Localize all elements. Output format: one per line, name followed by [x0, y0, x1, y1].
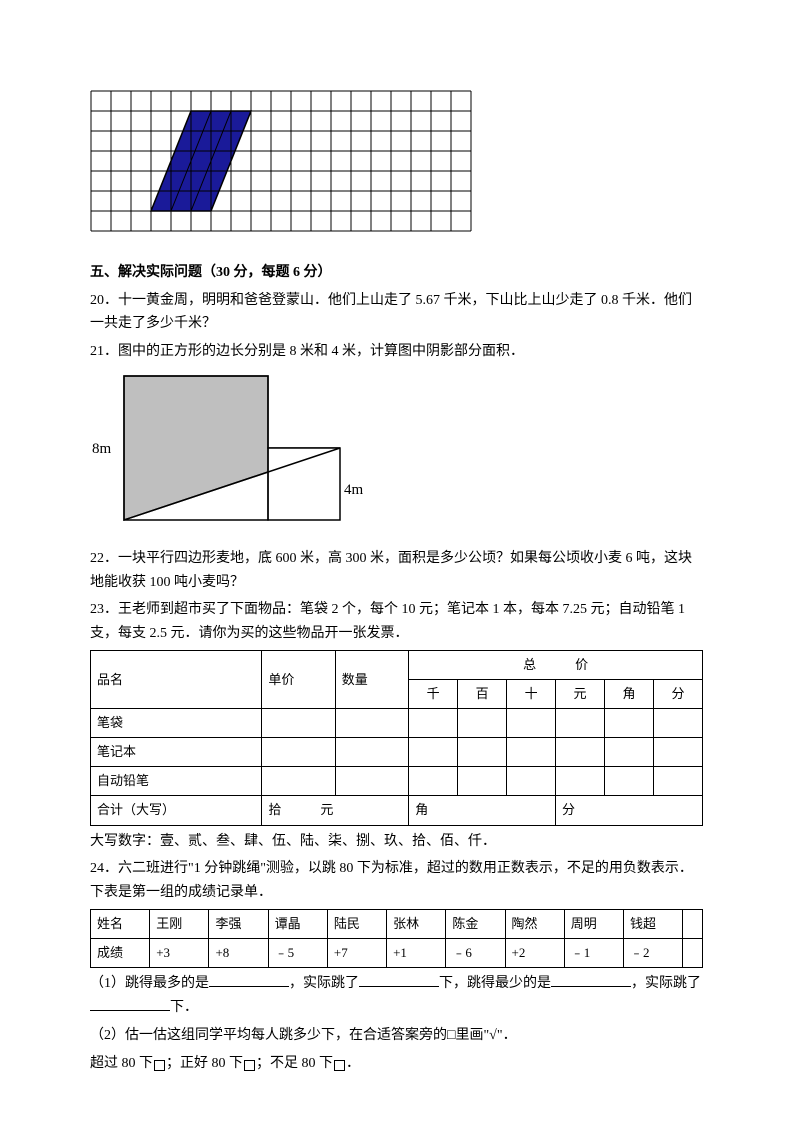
score-name-cell: 张林: [387, 909, 446, 938]
header-qty: 数量: [335, 650, 408, 708]
opt-b: ；正好 80 下: [166, 1056, 243, 1071]
svg-text:4m: 4m: [344, 482, 364, 498]
score-value-cell: +7: [327, 939, 386, 968]
header-name: 品名: [91, 650, 262, 708]
checkbox-over80[interactable]: [154, 1060, 165, 1071]
section-5-title: 五、解决实际问题（30 分，每题 6 分）: [90, 261, 703, 285]
q24-1d: ，实际跳了: [631, 976, 701, 991]
score-value-cell: +1: [387, 939, 446, 968]
invoice-table: 品名 单价 数量 总 价 千 百 十 元 角 分 笔袋 笔记本 自动铅笔 合计（…: [90, 650, 703, 826]
q24-1e: 下．: [170, 1000, 198, 1015]
checkbox-under80[interactable]: [334, 1060, 345, 1071]
table-row: 笔记本: [91, 738, 703, 767]
score-name-cell: 陈金: [446, 909, 505, 938]
score-name-cell: 陆民: [327, 909, 386, 938]
table-row: 姓名 王刚李强谭晶陆民张林陈金陶然周明钱超: [91, 909, 703, 938]
unit-qian: 千: [409, 680, 458, 709]
unit-shi: 十: [507, 680, 556, 709]
row-name: 笔袋: [91, 709, 262, 738]
score-value-cell: ﹣2: [623, 939, 682, 968]
opt-d: ．: [346, 1056, 360, 1071]
footer-shi: 拾 元: [262, 796, 409, 825]
opt-a: 超过 80 下: [90, 1056, 153, 1071]
footer-jiao: 角: [409, 796, 556, 825]
score-name-cell: 周明: [564, 909, 623, 938]
row-name: 笔记本: [91, 738, 262, 767]
problem-24-options: 超过 80 下 ；正好 80 下 ；不足 80 下 ．: [90, 1052, 703, 1076]
svg-text:8m: 8m: [92, 441, 112, 457]
score-name-cell: 谭晶: [268, 909, 327, 938]
problem-24-2: （2）估一估这组同学平均每人跳多少下，在合适答案旁的□里画"√"．: [90, 1024, 703, 1048]
opt-c: ；不足 80 下: [256, 1056, 333, 1071]
problem-20: 20．十一黄金周，明明和爸爸登蒙山．他们上山走了 5.67 千米，下山比上山少走…: [90, 289, 703, 337]
problem-24-1: （1）跳得最多的是 ，实际跳了 下，跳得最少的是 ，实际跳了下．: [90, 972, 703, 1020]
problem-24-intro: 24．六二班进行"1 分钟跳绳"测验，以跳 80 下为标准，超过的数用正数表示，…: [90, 857, 703, 905]
score-name-cell: 钱超: [623, 909, 682, 938]
table-row: 自动铅笔: [91, 767, 703, 796]
score-value-cell: +2: [505, 939, 564, 968]
parallelogram-grid-figure: [90, 90, 703, 241]
q24-1c: 下，跳得最少的是: [439, 976, 551, 991]
footer-label: 合计（大写）: [91, 796, 262, 825]
score-name-cell: 王刚: [150, 909, 209, 938]
scores-header-score: 成绩: [91, 939, 150, 968]
row-name: 自动铅笔: [91, 767, 262, 796]
blank-least-name: [551, 973, 631, 987]
score-value-cell: +8: [209, 939, 268, 968]
blank-most-count: [359, 973, 439, 987]
unit-bai: 百: [458, 680, 507, 709]
header-total: 总 价: [409, 650, 703, 679]
problem-21: 21．图中的正方形的边长分别是 8 米和 4 米，计算图中阴影部分面积．: [90, 340, 703, 364]
table-row: 合计（大写） 拾 元 角 分: [91, 796, 703, 825]
score-value-cell: ﹣1: [564, 939, 623, 968]
score-value-cell: ﹣6: [446, 939, 505, 968]
grid-svg: [90, 90, 472, 232]
digits-note: 大写数字：壹、贰、叁、肆、伍、陆、柒、捌、玖、拾、佰、仟．: [90, 830, 703, 854]
score-name-cell: 陶然: [505, 909, 564, 938]
figure-21-svg: 8m 4m: [90, 374, 380, 528]
table-row: 成绩 +3+8﹣5+7+1﹣6+2﹣1﹣2: [91, 939, 703, 968]
scores-table: 姓名 王刚李强谭晶陆民张林陈金陶然周明钱超 成绩 +3+8﹣5+7+1﹣6+2﹣…: [90, 909, 703, 968]
unit-fen: 分: [653, 680, 702, 709]
footer-fen: 分: [556, 796, 703, 825]
checkbox-eq80[interactable]: [244, 1060, 255, 1071]
table-row: 品名 单价 数量 总 价: [91, 650, 703, 679]
problem-23: 23．王老师到超市买了下面物品：笔袋 2 个，每个 10 元；笔记本 1 本，每…: [90, 598, 703, 646]
unit-jiao: 角: [605, 680, 654, 709]
figure-21-container: 8m 4m: [90, 374, 703, 537]
table-row: 笔袋: [91, 709, 703, 738]
blank-most-name: [209, 973, 289, 987]
q24-1b: ，实际跳了: [289, 976, 359, 991]
scores-header-name: 姓名: [91, 909, 150, 938]
unit-yuan: 元: [556, 680, 605, 709]
problem-22: 22．一块平行四边形麦地，底 600 米，高 300 米，面积是多少公顷？如果每…: [90, 547, 703, 595]
blank-least-count: [90, 997, 170, 1011]
q24-1a: （1）跳得最多的是: [90, 976, 209, 991]
score-value-cell: ﹣5: [268, 939, 327, 968]
header-price: 单价: [262, 650, 335, 708]
score-value-cell: +3: [150, 939, 209, 968]
score-name-cell: 李强: [209, 909, 268, 938]
